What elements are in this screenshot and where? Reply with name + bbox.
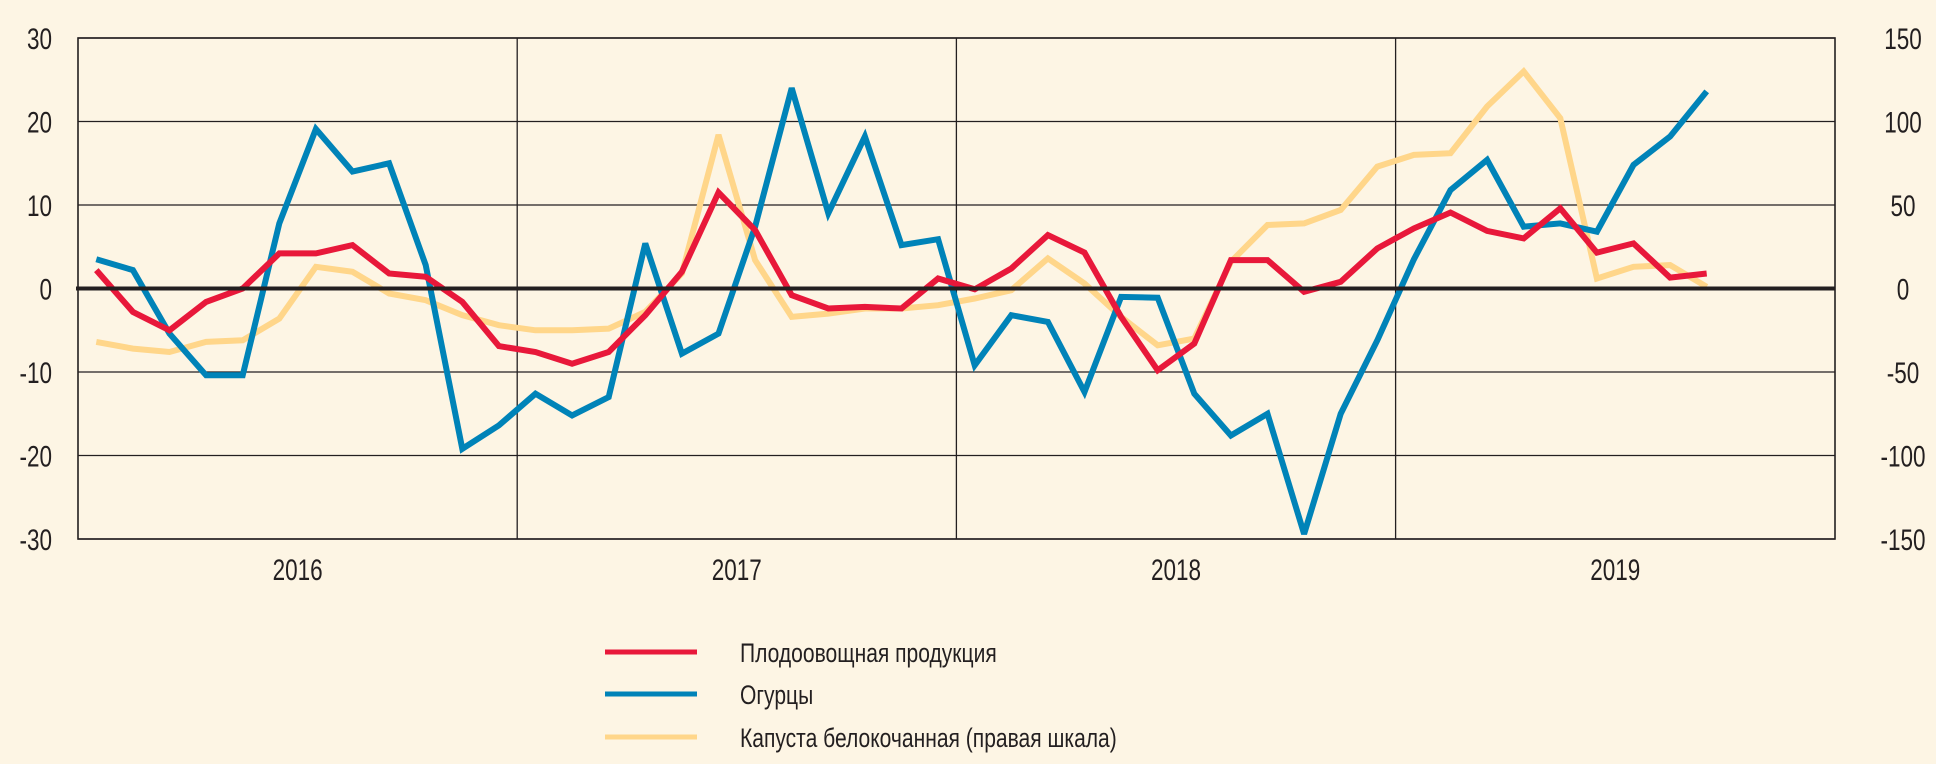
legend-label: Плодоовощная продукция	[740, 639, 997, 669]
x-tick-label: 2016	[273, 553, 323, 587]
y-right-tick-label: 50	[1890, 189, 1915, 223]
y-right-tick-label: -150	[1880, 523, 1925, 557]
x-tick-label: 2018	[1151, 553, 1201, 587]
y-left-tick-label: -30	[19, 523, 52, 557]
y-right-tick-label: 100	[1884, 105, 1922, 139]
y-left-tick-label: 0	[39, 272, 52, 306]
y-right-tick-label: 0	[1897, 272, 1910, 306]
y-left-tick-label: 30	[27, 22, 52, 56]
series-line-0	[94, 187, 1708, 375]
y-left-tick-label: 10	[27, 189, 52, 223]
legend-label: Капуста белокочанная (правая шкала)	[740, 724, 1117, 754]
y-left-tick-label: 20	[27, 105, 52, 139]
x-tick-label: 2017	[712, 553, 762, 587]
x-tick-label: 2019	[1590, 553, 1640, 587]
axes: 30 150 20 100 10 50 0 0 -10 -50 -20 -100 -30 -150 2016…	[19, 22, 1925, 587]
y-left-tick-label: -10	[19, 356, 52, 390]
y-right-tick-label: 150	[1884, 22, 1922, 56]
legend: Плодоовощная продукция Огурцы Капуста бело…	[605, 639, 1117, 754]
series-lines	[94, 66, 1710, 535]
series-line-1	[95, 87, 1710, 535]
y-right-tick-label: -100	[1880, 439, 1925, 473]
y-right-tick-label: -50	[1887, 356, 1920, 390]
y-left-tick-label: -20	[19, 439, 52, 473]
legend-label: Огурцы	[740, 681, 813, 711]
